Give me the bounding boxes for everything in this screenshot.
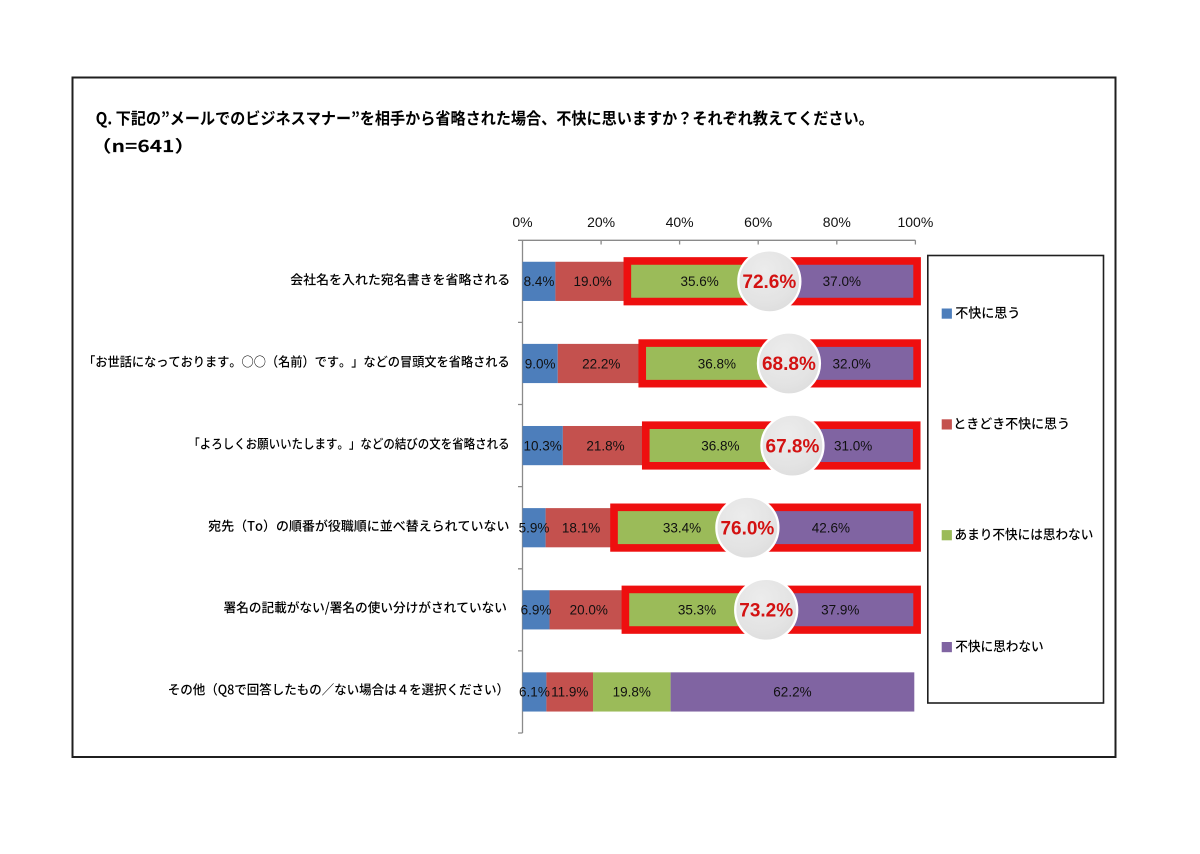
- svg-text:42.6%: 42.6%: [812, 521, 850, 536]
- svg-text:11.9%: 11.9%: [551, 685, 588, 700]
- svg-text:19.8%: 19.8%: [613, 685, 651, 700]
- svg-text:67.8%: 67.8%: [766, 436, 820, 457]
- svg-text:6.1%: 6.1%: [519, 685, 550, 700]
- svg-text:32.0%: 32.0%: [832, 356, 870, 371]
- svg-text:21.8%: 21.8%: [586, 438, 624, 453]
- svg-text:35.3%: 35.3%: [678, 603, 716, 618]
- svg-text:100%: 100%: [897, 214, 933, 230]
- svg-text:36.8%: 36.8%: [701, 438, 739, 453]
- svg-text:40%: 40%: [666, 214, 694, 230]
- svg-text:33.4%: 33.4%: [663, 521, 701, 536]
- svg-text:76.0%: 76.0%: [720, 518, 774, 539]
- svg-text:10.3%: 10.3%: [524, 438, 562, 453]
- svg-text:80%: 80%: [823, 214, 851, 230]
- svg-text:60%: 60%: [744, 214, 772, 230]
- svg-text:62.2%: 62.2%: [773, 685, 811, 700]
- svg-text:73.2%: 73.2%: [739, 601, 793, 622]
- svg-text:37.9%: 37.9%: [821, 603, 859, 618]
- svg-text:5.9%: 5.9%: [519, 521, 550, 536]
- svg-text:35.6%: 35.6%: [680, 274, 718, 289]
- svg-text:36.8%: 36.8%: [698, 356, 736, 371]
- svg-text:31.0%: 31.0%: [834, 438, 872, 453]
- svg-text:72.6%: 72.6%: [742, 272, 796, 293]
- svg-text:20.0%: 20.0%: [570, 603, 608, 618]
- svg-text:20%: 20%: [587, 214, 615, 230]
- svg-text:0%: 0%: [512, 214, 532, 230]
- svg-text:22.2%: 22.2%: [582, 356, 620, 371]
- svg-text:68.8%: 68.8%: [762, 354, 816, 375]
- svg-text:18.1%: 18.1%: [562, 521, 600, 536]
- svg-text:37.0%: 37.0%: [823, 274, 861, 289]
- svg-text:8.4%: 8.4%: [524, 274, 555, 289]
- svg-text:9.0%: 9.0%: [525, 356, 556, 371]
- svg-text:6.9%: 6.9%: [521, 603, 552, 618]
- svg-text:19.0%: 19.0%: [573, 274, 611, 289]
